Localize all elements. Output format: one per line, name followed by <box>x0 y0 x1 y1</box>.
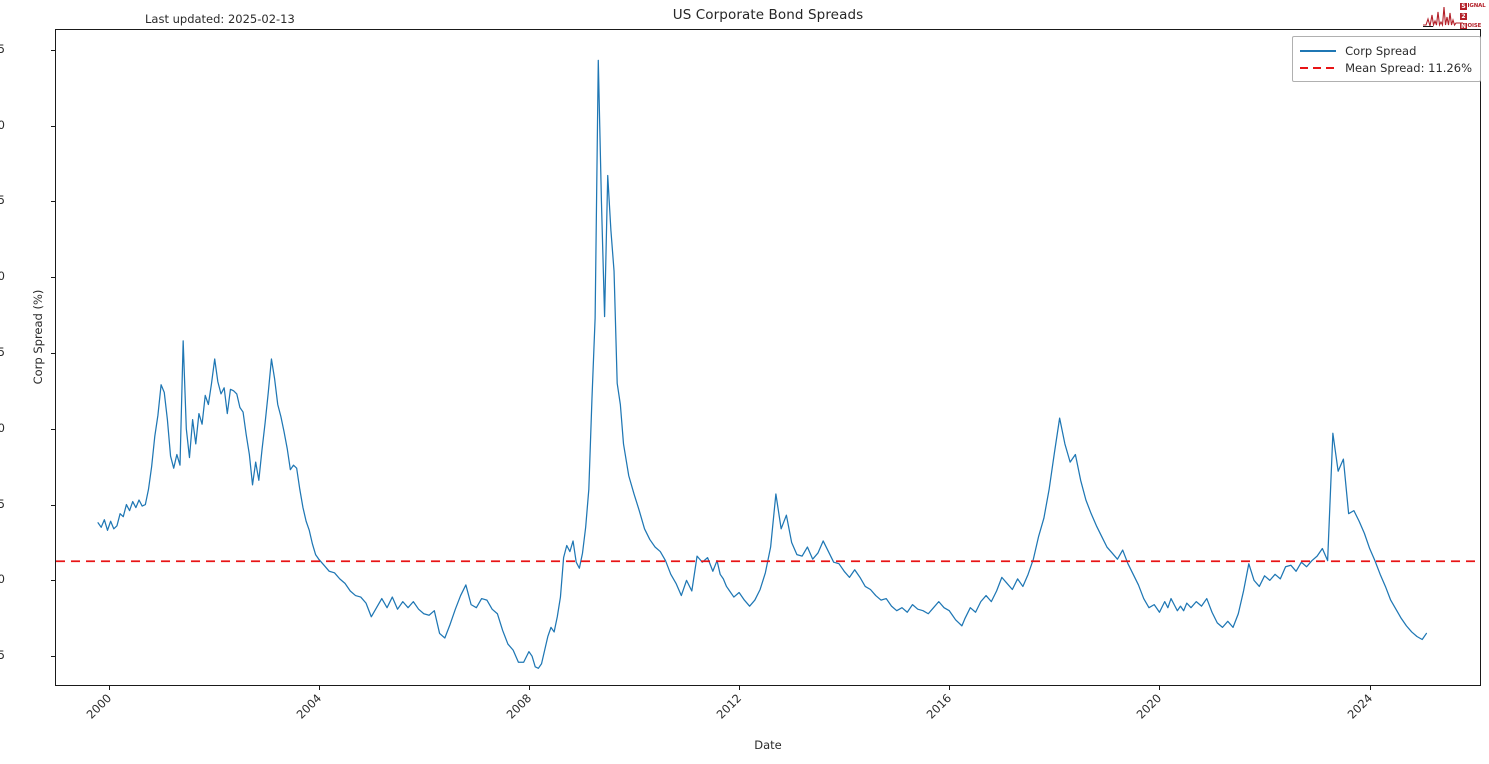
y-tick-mark-45 <box>51 49 55 51</box>
y-tick-mark-40 <box>51 125 55 127</box>
logo-rest-signal: IGNAL <box>1467 2 1486 9</box>
x-tick-label-2020: 2020 <box>1134 691 1165 722</box>
x-tick-mark-2024 <box>1369 686 1371 690</box>
y-tick-mark-35 <box>51 201 55 203</box>
signal-2-noise-logo: S IGNAL 2 N OISE <box>1423 1 1487 31</box>
chart-legend[interactable]: Corp Spread Mean Spread: 11.26% <box>1292 36 1481 82</box>
y-axis-label: Corp Spread (%) <box>31 289 45 385</box>
logo-cap-s: S <box>1460 2 1467 10</box>
legend-swatch-dashed-icon <box>1300 62 1337 74</box>
y-tick-label-30: 30 <box>0 269 5 284</box>
y-tick-label-35: 35 <box>0 193 5 208</box>
plot-area <box>55 29 1481 686</box>
legend-label-corp-spread: Corp Spread <box>1345 43 1417 58</box>
waveform-icon <box>1423 6 1463 28</box>
series-canvas <box>56 59 1480 669</box>
y-tick-label-5: 5 <box>0 648 5 663</box>
x-tick-label-2008: 2008 <box>503 691 535 722</box>
x-tick-label-2016: 2016 <box>923 691 955 722</box>
page-title: US Corporate Bond Spreads <box>672 7 864 23</box>
x-tick-mark-2016 <box>949 686 951 690</box>
logo-line-signal: S IGNAL <box>1460 2 1487 10</box>
logo-wordmark: S IGNAL 2 N OISE <box>1460 2 1487 30</box>
logo-cap-n: N <box>1460 22 1467 30</box>
y-tick-label-15: 15 <box>0 496 5 511</box>
logo-line-two: 2 <box>1460 12 1487 20</box>
x-tick-label-2012: 2012 <box>713 691 745 722</box>
x-tick-label-2024: 2024 <box>1344 691 1375 722</box>
y-tick-label-40: 40 <box>0 117 5 132</box>
x-tick-mark-2020 <box>1159 686 1161 690</box>
y-tick-mark-15 <box>51 504 55 506</box>
y-tick-mark-20 <box>51 428 55 430</box>
y-tick-label-25: 25 <box>0 344 5 359</box>
logo-rest-noise: OISE <box>1467 22 1482 29</box>
logo-cap-2: 2 <box>1460 12 1467 20</box>
y-tick-mark-5 <box>51 656 55 658</box>
x-tick-label-2004: 2004 <box>293 691 324 722</box>
x-tick-label-2000: 2000 <box>83 691 114 722</box>
x-tick-mark-2004 <box>318 686 320 690</box>
y-tick-mark-30 <box>51 277 55 279</box>
y-tick-mark-10 <box>51 580 55 582</box>
corp-spread-series <box>97 59 1428 669</box>
logo-line-noise: N OISE <box>1460 22 1487 30</box>
y-tick-mark-25 <box>51 352 55 354</box>
x-axis-label: Date <box>754 738 782 752</box>
legend-label-mean-spread: Mean Spread: 11.26% <box>1345 60 1472 75</box>
y-tick-label-10: 10 <box>0 572 5 587</box>
y-tick-label-45: 45 <box>0 41 5 56</box>
legend-swatch-solid-icon <box>1300 45 1337 57</box>
last-updated-annotation: Last updated: 2025-02-13 <box>145 12 295 26</box>
x-tick-mark-2012 <box>739 686 741 690</box>
legend-item-corp-spread[interactable]: Corp Spread <box>1300 42 1472 59</box>
y-tick-label-20: 20 <box>0 420 5 435</box>
x-tick-mark-2008 <box>528 686 530 690</box>
x-tick-mark-2000 <box>108 686 110 690</box>
legend-item-mean-spread[interactable]: Mean Spread: 11.26% <box>1300 59 1472 76</box>
